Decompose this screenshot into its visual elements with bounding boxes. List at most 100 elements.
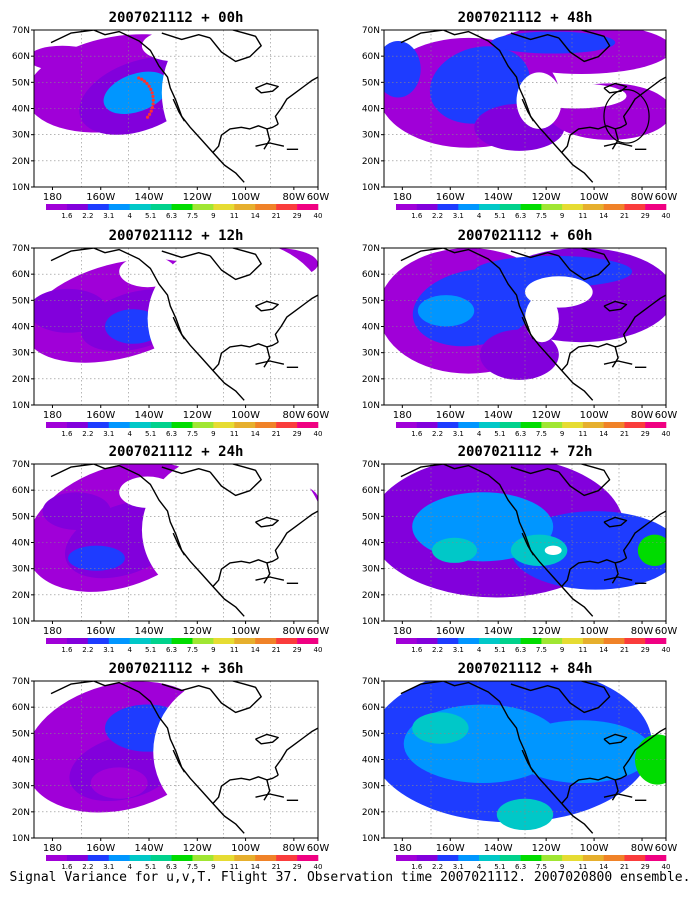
variance-field bbox=[384, 30, 666, 187]
coastline-segment bbox=[255, 793, 285, 798]
lat-tick-label: 70N bbox=[12, 460, 30, 470]
coastline-segment bbox=[209, 681, 262, 714]
colorbar-swatch bbox=[396, 422, 418, 428]
lon-tick-label: 160W bbox=[436, 192, 465, 203]
colorbar-swatch bbox=[416, 638, 438, 644]
coastline-segment bbox=[161, 466, 211, 475]
colorbar-label: 40 bbox=[314, 863, 323, 871]
coastline-segment bbox=[561, 559, 619, 587]
colorbar-label: 29 bbox=[293, 212, 302, 220]
colorbar-label: 7.5 bbox=[187, 430, 198, 438]
colorbar-swatch bbox=[603, 638, 625, 644]
colorbar-swatch bbox=[479, 204, 501, 210]
lat-tick-label: 20N bbox=[12, 157, 30, 167]
colorbar-label: 2.2 bbox=[432, 863, 443, 871]
colorbar-swatch bbox=[520, 855, 542, 861]
coastline bbox=[50, 248, 318, 401]
low-variance-area bbox=[161, 30, 318, 180]
coastline-segment bbox=[561, 343, 619, 371]
coastline bbox=[400, 248, 666, 401]
flight-track-point bbox=[150, 91, 154, 95]
flight-track-point bbox=[145, 81, 149, 86]
coastline bbox=[400, 681, 666, 834]
lat-tick-label: 70N bbox=[12, 244, 30, 254]
coastline-segment bbox=[266, 774, 279, 781]
colorbar-swatch bbox=[234, 855, 256, 861]
lon-tick-label: 180 bbox=[43, 843, 62, 854]
colorbar-label: 9 bbox=[211, 212, 215, 220]
variance-field bbox=[34, 681, 318, 838]
colorbar-label: 1.6 bbox=[61, 863, 73, 871]
low-variance-area bbox=[141, 30, 211, 62]
colorbar-swatch bbox=[171, 204, 193, 210]
colorbar-swatch bbox=[645, 422, 667, 428]
colorbar-swatch bbox=[108, 855, 130, 861]
colorbar-swatch bbox=[562, 422, 584, 428]
figure-caption: Signal Variance for u,v,T. Flight 37. Ob… bbox=[9, 870, 691, 885]
colorbar-swatch bbox=[582, 638, 604, 644]
colorbar-label: 1.6 bbox=[411, 212, 423, 220]
colorbar-label: 9 bbox=[560, 212, 564, 220]
map-panel: 2007021112 + 84h 10N 20N 30N 40N 50N 60N 70N 180… bbox=[362, 661, 678, 871]
lat-tick-label: 50N bbox=[12, 78, 30, 88]
lat-tick-label: 60N bbox=[362, 270, 380, 280]
colorbar-label: 21 bbox=[272, 863, 281, 871]
lon-tick-label: 140W bbox=[484, 843, 513, 854]
lat-tick-label: 20N bbox=[12, 808, 30, 818]
colorbar-swatch bbox=[297, 638, 319, 644]
lon-tick-label: 160W bbox=[86, 843, 115, 854]
variance-contour bbox=[384, 40, 421, 98]
colorbar-label: 29 bbox=[641, 863, 650, 871]
colorbar-label: 21 bbox=[272, 430, 281, 438]
coastline-segment bbox=[603, 576, 633, 581]
lon-tick-label: 60W bbox=[307, 192, 330, 203]
colorbar-label: 3.1 bbox=[103, 863, 114, 871]
colorbar-label: 6.3 bbox=[166, 212, 177, 220]
lon-tick-label: 140W bbox=[484, 192, 513, 203]
colorbar-swatch bbox=[479, 638, 501, 644]
colorbar-swatch bbox=[213, 855, 235, 861]
colorbar-label: 1.6 bbox=[411, 863, 423, 871]
colorbar-swatch bbox=[46, 855, 68, 861]
lon-tick-label: 80W bbox=[283, 192, 306, 203]
coastline-segment bbox=[212, 776, 271, 804]
coastline-segment bbox=[442, 464, 594, 617]
colorbar-label: 4 bbox=[127, 646, 132, 654]
colorbar-label: 7.5 bbox=[187, 646, 198, 654]
panel-title: 2007021112 + 36h bbox=[109, 661, 244, 677]
lat-tick-label: 30N bbox=[362, 349, 380, 359]
lat-tick-label: 40N bbox=[362, 756, 380, 766]
colorbar-label: 4 bbox=[477, 863, 482, 871]
lon-tick-label: 60W bbox=[655, 410, 678, 421]
coastline-segment bbox=[603, 793, 633, 798]
low-variance-area bbox=[119, 255, 176, 288]
variance-contour bbox=[431, 537, 478, 563]
colorbar-label: 3.1 bbox=[453, 863, 464, 871]
colorbar-swatch bbox=[458, 204, 480, 210]
colorbar-swatch bbox=[541, 204, 563, 210]
colorbar-swatch bbox=[66, 855, 89, 861]
colorbar-swatch bbox=[108, 638, 130, 644]
colorbar-label: 1.6 bbox=[411, 646, 423, 654]
variance-contour bbox=[417, 295, 475, 327]
colorbar-swatch bbox=[87, 204, 110, 210]
coastline bbox=[50, 681, 318, 834]
colorbar-label: 4 bbox=[127, 212, 132, 220]
colorbar-swatch bbox=[437, 422, 459, 428]
coastline-segment bbox=[603, 516, 628, 528]
lat-tick-label: 20N bbox=[12, 375, 30, 385]
lat-tick-label: 40N bbox=[12, 539, 30, 549]
lon-tick-label: 180 bbox=[393, 626, 412, 637]
lon-tick-label: 80W bbox=[283, 626, 306, 637]
lat-tick-label: 20N bbox=[362, 157, 380, 167]
lat-tick-label: 20N bbox=[12, 591, 30, 601]
variance-contour bbox=[412, 269, 536, 347]
colorbar-label: 1.6 bbox=[61, 430, 73, 438]
colorbar-label: 14 bbox=[251, 863, 260, 871]
colorbar-swatch bbox=[150, 422, 172, 428]
colorbar-swatch bbox=[520, 422, 542, 428]
colorbar-swatch bbox=[276, 204, 298, 210]
coastline-segment bbox=[442, 248, 594, 401]
colorbar-swatch bbox=[129, 204, 151, 210]
coastline-segment bbox=[172, 532, 186, 556]
